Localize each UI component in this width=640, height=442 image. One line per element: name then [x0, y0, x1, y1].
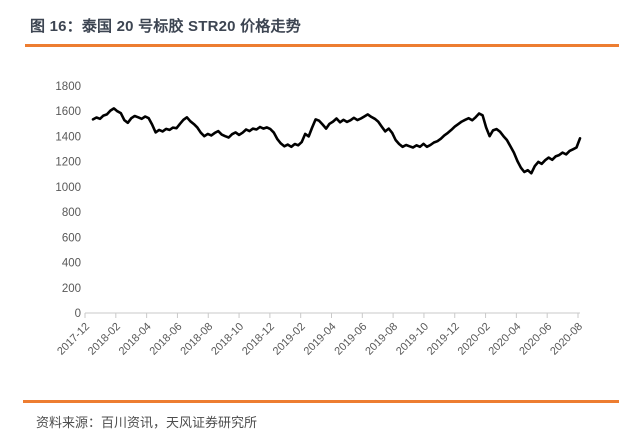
y-axis-label: 0 [75, 308, 81, 320]
x-axis-label: 2020-02 [456, 321, 493, 358]
y-axis-label: 200 [62, 283, 81, 295]
x-axis-label: 2018-04 [117, 321, 154, 358]
figure-title: 图 16：泰国 20 号标胶 STR20 价格走势 [30, 18, 301, 35]
x-axis-label: 2019-08 [363, 321, 400, 358]
price-chart: 0 200 400 600 800 1000 1200 1400 1600 1800 2017-12… [55, 81, 585, 358]
price-chart-svg: 0 200 400 600 800 1000 1200 1400 1600 1800 2017-12… [55, 81, 585, 358]
x-axis-label: 2020-04 [486, 321, 523, 358]
x-axis-label: 2018-12 [240, 321, 277, 358]
x-axis-label: 2020-08 [548, 321, 585, 358]
x-axis-label: 2017-12 [55, 321, 92, 358]
x-axis-label: 2019-10 [394, 321, 431, 358]
x-axis-label: 2018-10 [209, 321, 246, 358]
footer-rule [23, 400, 619, 403]
title-underline-rule [25, 44, 619, 47]
y-axis-label: 800 [62, 207, 81, 219]
x-axis-label: 2018-08 [178, 321, 215, 358]
x-axis-label: 2018-02 [86, 321, 123, 358]
x-axis-label: 2019-06 [332, 321, 369, 358]
x-axis-label: 2019-02 [271, 321, 308, 358]
x-axis-label: 2019-04 [302, 321, 339, 358]
y-axis-label: 1600 [55, 106, 81, 118]
y-axis-label: 1000 [55, 182, 81, 194]
y-axis-label: 1800 [55, 81, 81, 93]
y-axis-label: 1400 [55, 131, 81, 143]
x-axis-label: 2019-12 [425, 321, 462, 358]
y-axis-label: 600 [62, 232, 81, 244]
data-source-label: 资料来源：百川资讯，天风证券研究所 [36, 415, 258, 430]
y-axis-label: 400 [62, 258, 81, 270]
x-axis-label: 2018-06 [148, 321, 185, 358]
price-series-line [91, 107, 582, 175]
x-axis-label: 2020-06 [517, 321, 554, 358]
y-axis-label: 1200 [55, 157, 81, 169]
